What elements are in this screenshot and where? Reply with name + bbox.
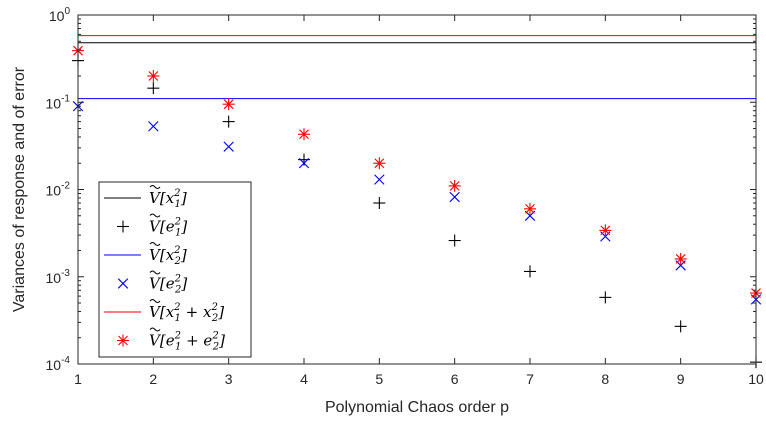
tilde-mark bbox=[149, 327, 161, 332]
series-3-point-5 bbox=[374, 174, 385, 185]
cross-b bbox=[223, 141, 234, 152]
series-5-point-6 bbox=[448, 179, 461, 192]
series-1-point-2 bbox=[147, 82, 160, 95]
x-tick-label: 10 bbox=[748, 371, 764, 387]
cross-b bbox=[148, 121, 159, 132]
series-3-point-4 bbox=[298, 158, 310, 169]
legend-box bbox=[98, 181, 252, 358]
star-b bbox=[223, 99, 234, 110]
x-tick-label: 9 bbox=[677, 371, 685, 387]
star-b bbox=[525, 203, 535, 214]
y-tick-label: 10-3 bbox=[46, 268, 71, 286]
star-b bbox=[118, 335, 128, 346]
star-b bbox=[600, 225, 611, 236]
x-tick-label: 7 bbox=[526, 371, 534, 387]
star-b bbox=[449, 180, 460, 191]
series-5-point-9 bbox=[674, 252, 687, 265]
series-5-point-2 bbox=[147, 69, 160, 82]
legend-label-0: V[x2 1] bbox=[149, 188, 187, 210]
cross-b bbox=[374, 174, 385, 185]
x-tick-label: 3 bbox=[225, 371, 233, 387]
x-tick-label: 1 bbox=[74, 371, 82, 387]
star-b bbox=[374, 158, 385, 169]
x-tick-label: 2 bbox=[149, 371, 157, 387]
series-lines-layer bbox=[78, 35, 756, 100]
star-b bbox=[675, 254, 686, 264]
series-1-point-5 bbox=[373, 197, 386, 210]
cross-b bbox=[117, 278, 129, 289]
tilde-mark bbox=[149, 270, 161, 275]
legend-label-1: V[e2 1] bbox=[149, 217, 187, 239]
cross-b bbox=[449, 191, 460, 203]
series-3-point-3 bbox=[223, 141, 234, 152]
series-5-point-8 bbox=[599, 224, 612, 237]
series-5-point-3 bbox=[222, 98, 235, 111]
legend-label-3: V[e2 2] bbox=[149, 274, 187, 296]
legend-label-4: V[x2 1 + x2 2] bbox=[149, 302, 224, 324]
series-1-point-6 bbox=[448, 234, 461, 247]
legend-marker-sample bbox=[117, 278, 129, 289]
x-tick-label: 4 bbox=[300, 371, 308, 387]
legend: V[x2 1] V[e2 1] V[x2 2] V[e2 2] V[x2 1 + x2 2] V[e2… bbox=[98, 181, 252, 358]
tilde-mark bbox=[149, 242, 161, 246]
x-axis-label: Polynomial Chaos order p bbox=[325, 399, 509, 416]
series-1-point-3 bbox=[222, 115, 235, 128]
plot-frame bbox=[77, 14, 757, 365]
star-b bbox=[299, 129, 309, 140]
y-tick-label: 100 bbox=[49, 6, 71, 24]
x-tick-label: 8 bbox=[601, 371, 609, 387]
series-1-point-9 bbox=[674, 320, 687, 333]
legend-marker-sample bbox=[117, 220, 129, 233]
star-b bbox=[148, 71, 159, 81]
series-1-point-7 bbox=[524, 265, 536, 278]
series-5-point-4 bbox=[298, 128, 310, 141]
series-5-point-5 bbox=[373, 157, 386, 170]
series-3-point-2 bbox=[148, 121, 159, 132]
series-markers-layer bbox=[72, 44, 762, 369]
series-5-point-7 bbox=[524, 202, 536, 215]
series-1-point-8 bbox=[599, 291, 612, 304]
x-tick-label: 6 bbox=[451, 371, 459, 387]
legend-marker-sample bbox=[117, 334, 129, 347]
y-tick-label: 10-2 bbox=[46, 181, 71, 199]
y-tick-label: 10-1 bbox=[46, 93, 71, 111]
legend-label-5: V[e2 1 + e2 2] bbox=[149, 331, 225, 353]
series-3-point-6 bbox=[449, 191, 460, 203]
legend-label-2: V[x2 2] bbox=[149, 245, 187, 267]
cross-b bbox=[298, 158, 310, 169]
x-tick-label: 5 bbox=[375, 371, 383, 387]
tilde-mark bbox=[149, 299, 161, 303]
y-tick-label: 10-4 bbox=[46, 355, 71, 373]
tilde-mark bbox=[149, 213, 161, 218]
y-axis-label: Variances of response and of error bbox=[11, 66, 28, 312]
tilde-mark bbox=[149, 185, 161, 189]
